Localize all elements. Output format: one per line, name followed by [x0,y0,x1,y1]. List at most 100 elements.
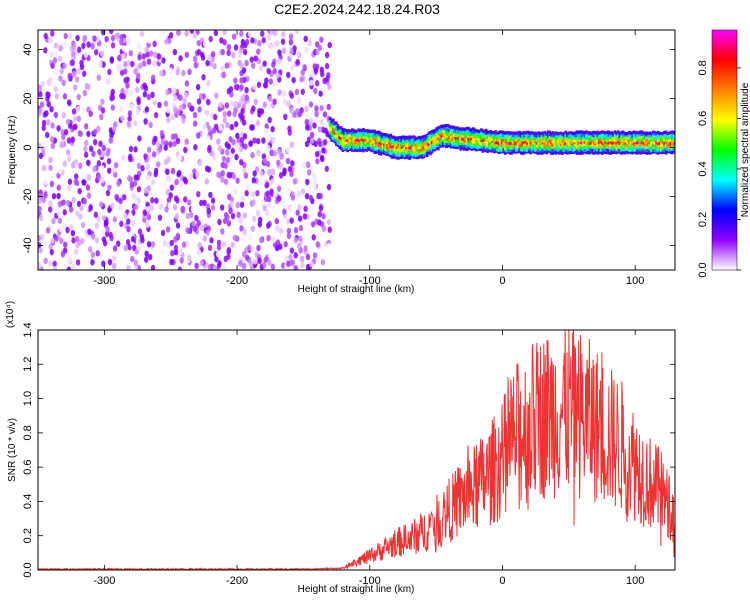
heatmap-cell [644,138,647,143]
heatmap-cell [406,151,410,155]
heatmap-cell [414,136,418,140]
heatmap-cell [194,214,199,222]
heatmap-cell [327,83,332,90]
heatmap-cell [596,130,599,134]
heatmap-cell [289,141,294,148]
heatmap-cell [354,148,357,152]
heatmap-cell [381,144,384,149]
heatmap-cell [577,130,580,134]
heatmap-cell [645,151,649,155]
heatmap-cell [532,139,536,143]
heatmap-cell [394,155,397,159]
heatmap-cell [101,236,107,243]
y-tick-label: 0.6 [22,459,34,474]
heatmap-cell [400,141,404,145]
heatmap-cell [437,136,440,140]
heatmap-cell [546,130,550,134]
heatmap-cell [569,131,572,135]
heatmap-cell [532,150,536,154]
heatmap-cell [473,133,477,137]
heatmap-cell [446,123,450,128]
heatmap-cell [217,260,222,267]
heatmap-cell [417,148,421,152]
heatmap-cell [610,131,614,135]
heatmap-cell [620,143,623,147]
heatmap-cell [411,146,415,150]
heatmap-cell [123,68,128,75]
heatmap-cell [395,149,399,153]
heatmap-cell [648,144,652,148]
heatmap-cell [610,148,614,152]
heatmap-cell [551,133,555,138]
heatmap-cell [370,149,373,153]
heatmap-cell [615,146,619,151]
heatmap-cell [610,136,614,140]
heatmap-cell [499,150,502,154]
heatmap-cell [112,262,117,270]
heatmap-cell [223,162,228,169]
heatmap-cell [371,136,375,140]
heatmap-cell [419,136,423,140]
heatmap-cell [527,149,531,154]
heatmap-cell [67,72,72,80]
heatmap-cell [435,127,439,131]
heatmap-cell [561,135,564,140]
heatmap-cell [624,150,628,154]
heatmap-cell [655,146,658,150]
heatmap-cell [484,140,488,144]
heatmap-cell [251,199,256,206]
heatmap-cell [545,151,548,155]
heatmap-cell [500,149,504,153]
heatmap-cell [402,135,405,139]
heatmap-cell [443,139,447,143]
heatmap-cell [491,139,494,143]
heatmap-cell [309,131,315,139]
heatmap-cell [145,163,150,170]
heatmap-cell [38,198,42,205]
heatmap-cell [341,145,345,149]
heatmap-cell [564,148,568,152]
heatmap-cell [545,132,548,136]
heatmap-cell [581,130,585,135]
heatmap-cell [658,133,662,138]
heatmap-cell [593,143,596,147]
heatmap-cell [117,204,123,211]
heatmap-cell [281,31,286,38]
heatmap-cell [440,132,443,136]
heatmap-cell [637,131,641,135]
heatmap-cell [398,141,402,145]
heatmap-cell [343,146,346,150]
heatmap-cell [212,62,217,70]
heatmap-cell [172,106,178,113]
heatmap-cell [449,133,453,137]
heatmap-cell [411,135,415,139]
heatmap-cell [546,138,550,142]
heatmap-cell [448,124,451,129]
heatmap-cell [368,134,372,138]
heatmap-cell [287,187,292,195]
heatmap-cell [151,151,157,158]
heatmap-cell [344,131,348,135]
heatmap-cell [408,138,411,142]
heatmap-cell [224,141,229,148]
heatmap-cell [181,69,186,77]
heatmap-cell [230,147,236,155]
heatmap-cell [39,234,45,241]
heatmap-cell [558,148,561,152]
heatmap-cell [475,129,478,133]
heatmap-cell [413,151,416,155]
heatmap-cell [459,127,462,131]
heatmap-cell [483,130,486,134]
heatmap-cell [373,150,376,154]
heatmap-cell [580,141,583,145]
heatmap-cell [243,172,249,179]
heatmap-cell [438,132,442,136]
heatmap-cell [570,138,574,142]
heatmap-cell [184,80,190,87]
heatmap-cell [518,147,521,151]
heatmap-cell [51,193,57,200]
heatmap-cell [88,204,93,212]
heatmap-cell [357,138,361,142]
heatmap-cell [204,178,210,185]
